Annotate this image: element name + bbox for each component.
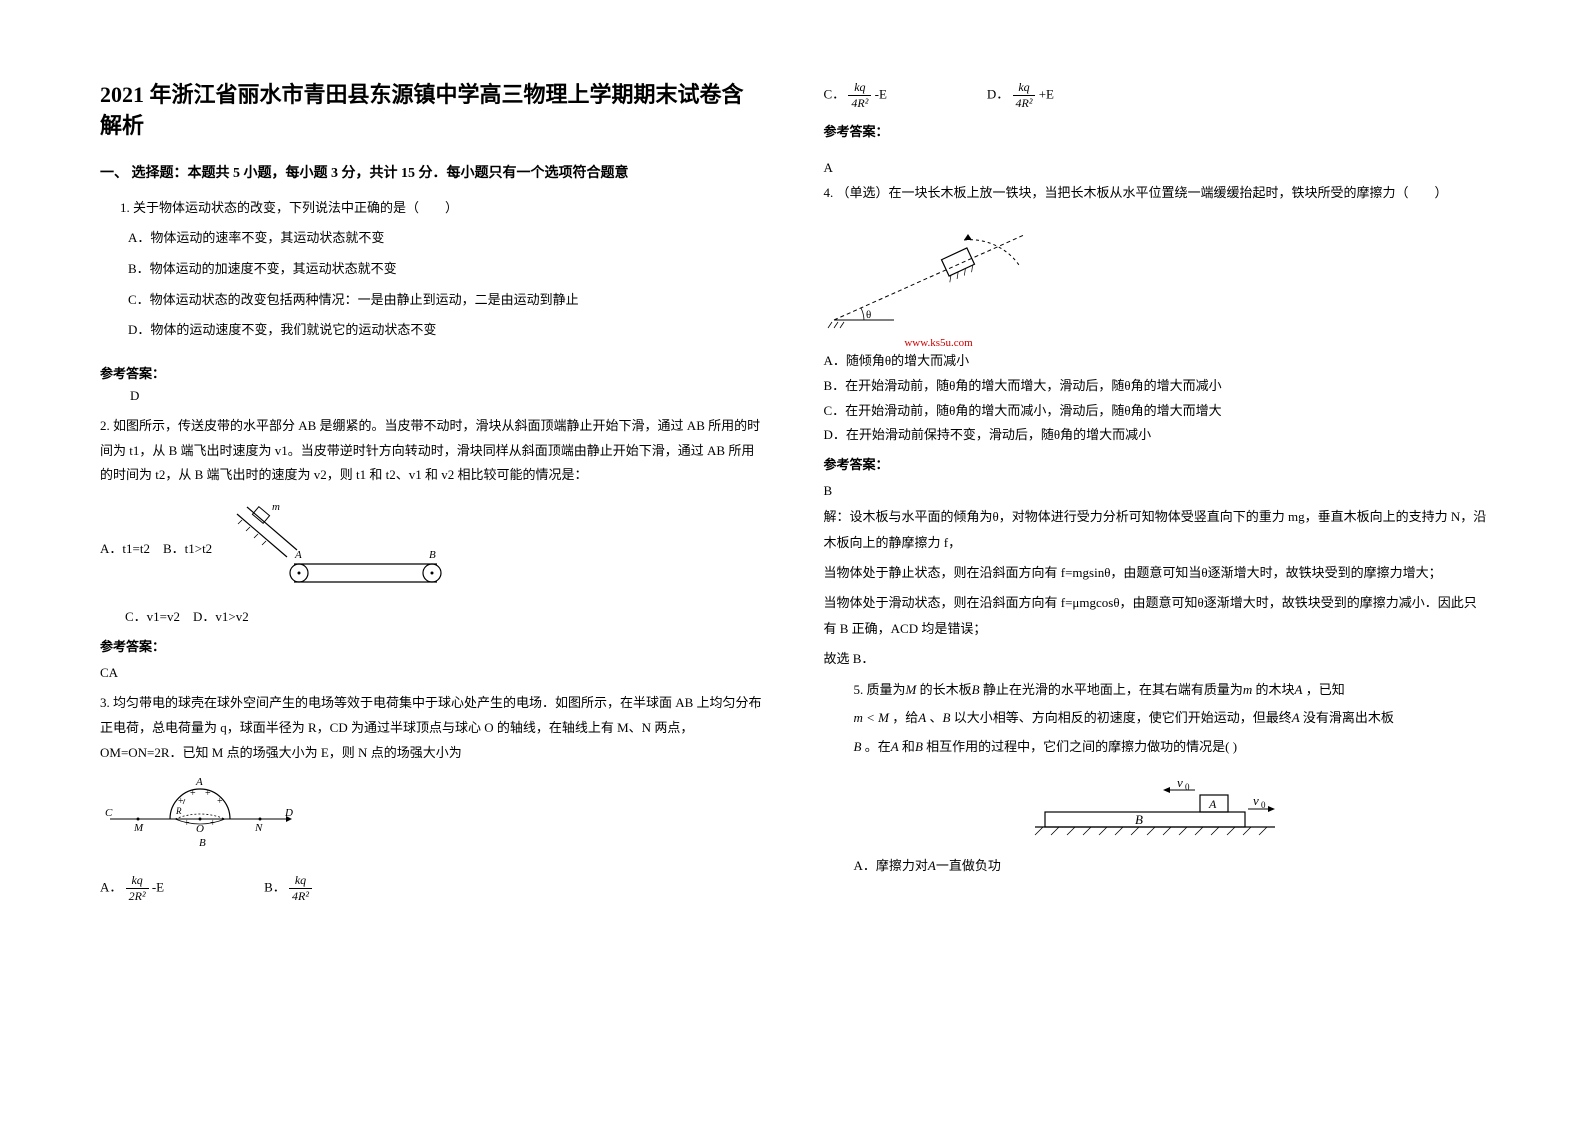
svg-text:B: B	[199, 837, 206, 849]
q2-options-ab: A．t1=t2 B．t1>t2	[100, 537, 212, 562]
question-1: 1. 关于物体运动状态的改变，下列说法中正确的是（ ） A．物体运动的速率不变，…	[120, 196, 764, 349]
svg-text:B: B	[1135, 812, 1143, 827]
q3-answer-label: 参考答案：	[824, 121, 1488, 140]
svg-text:M: M	[133, 822, 144, 834]
q4-option-c: C．在开始滑动前，随θ角的增大而减小，滑动后，随θ角的增大而增大	[824, 399, 1488, 424]
q4-solution-3: 当物体处于滑动状态，则在沿斜面方向有 f=μmgcosθ，由题意可知θ逐渐增大时…	[824, 590, 1488, 642]
fraction-icon: kq 4R²	[1013, 80, 1036, 111]
q1-option-b: B．物体运动的加速度不变，其运动状态就不变	[128, 257, 764, 282]
svg-text:O: O	[196, 823, 204, 835]
fraction-icon: kq 4R²	[848, 80, 871, 111]
svg-text:C: C	[105, 807, 113, 819]
svg-text:N: N	[254, 822, 263, 834]
svg-text:v: v	[1253, 793, 1259, 808]
q1-option-a: A．物体运动的速率不变，其运动状态就不变	[128, 226, 764, 251]
q3-options-cd: C． kq 4R² -E D． kq 4R² +E	[824, 80, 1488, 111]
q4-solution-2: 当物体处于静止状态，则在沿斜面方向有 f=mgsinθ，由题意可知当θ逐渐增大时…	[824, 560, 1488, 586]
q2-diagram-row: A．t1=t2 B．t1>t2 m A B	[100, 502, 764, 597]
q2-option-d: D．v1>v2	[193, 609, 249, 624]
q2-answer: CA	[100, 661, 764, 686]
q3-option-c: C． kq 4R² -E	[824, 80, 887, 111]
q4-stem: 4. （单选）在一块长木板上放一铁块，当把长木板从水平位置绕一端缓缓抬起时，铁块…	[824, 181, 1488, 206]
svg-text:+: +	[190, 788, 196, 799]
svg-text:+: +	[205, 788, 211, 799]
fraction-icon: kq 4R²	[289, 873, 312, 904]
q5-stem: 5. 质量为M 的长木板B 静止在光滑的水平地面上，在其右端有质量为m 的木块A…	[854, 676, 1488, 762]
svg-text:A: A	[1208, 797, 1217, 811]
section-heading: 一、 选择题：本题共 5 小题，每小题 3 分，共计 15 分．每小题只有一个选…	[100, 162, 764, 182]
q3-option-b: B． kq 4R²	[264, 873, 312, 904]
q3-answer: A	[824, 156, 1488, 181]
svg-text:m: m	[272, 502, 280, 513]
source-link: www.ks5u.com	[824, 337, 1054, 349]
inclined-plane-diagram: θ	[824, 205, 1054, 335]
svg-text:D: D	[284, 807, 293, 819]
exam-title: 2021 年浙江省丽水市青田县东源镇中学高三物理上学期期末试卷含解析	[100, 80, 764, 142]
q3-stem: 3. 均匀带电的球壳在球外空间产生的电场等效于电荷集中于球心处产生的电场．如图所…	[100, 691, 764, 765]
svg-text:B: B	[429, 549, 436, 561]
q4-answer: B	[824, 479, 1488, 504]
q4-solution-1: 解：设木板与水平面的倾角为θ，对物体进行受力分析可知物体受竖直向下的重力 mg，…	[824, 504, 1488, 556]
q4-solution-4: 故选 B．	[824, 646, 1488, 672]
q1-option-d: D．物体的运动速度不变，我们就说它的运动状态不变	[128, 318, 764, 343]
right-column: C． kq 4R² -E D． kq 4R² +E 参考答案： A 4. （单选…	[824, 80, 1488, 1082]
svg-text:θ: θ	[866, 309, 871, 321]
conveyor-diagram: m A B	[232, 502, 462, 597]
svg-text:R: R	[175, 806, 182, 816]
q2-option-a: A．t1=t2	[100, 541, 150, 556]
q1-answer: D	[130, 388, 764, 404]
q1-answer-label: 参考答案：	[100, 363, 764, 382]
q5-option-a: A．摩擦力对A一直做负功	[854, 852, 1488, 881]
block-on-board-diagram: B A v 0 v 0	[1025, 777, 1285, 837]
q2-stem: 2. 如图所示，传送皮带的水平部分 AB 是绷紧的。当皮带不动时，滑块从斜面顶端…	[100, 414, 764, 488]
q2-option-b: B．t1>t2	[163, 541, 212, 556]
svg-text:0: 0	[1261, 800, 1266, 810]
q2-answer-label: 参考答案：	[100, 636, 764, 655]
hemisphere-diagram: A C M O N D + + + + + + B R	[100, 774, 300, 869]
q1-stem: 1. 关于物体运动状态的改变，下列说法中正确的是（ ）	[120, 196, 764, 221]
svg-text:0: 0	[1185, 782, 1190, 792]
svg-text:A: A	[294, 549, 302, 561]
q4-option-a: A．随倾角θ的增大而减小	[824, 349, 1488, 374]
q4-option-d: D．在开始滑动前保持不变，滑动后，随θ角的增大而减小	[824, 423, 1488, 448]
q4-diagram-wrapper: θ www.ks5u.com	[824, 205, 1488, 349]
q2-option-c: C．v1=v2	[125, 609, 180, 624]
fraction-icon: kq 2R²	[126, 873, 149, 904]
svg-text:A: A	[195, 776, 203, 788]
q4-option-b: B．在开始滑动前，随θ角的增大而增大，滑动后，随θ角的增大而减小	[824, 374, 1488, 399]
q3-option-a: A． kq 2R² -E	[100, 873, 164, 904]
svg-text:v: v	[1177, 777, 1183, 790]
svg-text:+: +	[217, 796, 223, 807]
q2-options-cd: C．v1=v2 D．v1>v2	[125, 605, 764, 630]
svg-text:+: +	[210, 818, 216, 829]
q4-answer-label: 参考答案：	[824, 454, 1488, 473]
q5-diagram-wrapper: B A v 0 v 0	[824, 777, 1488, 837]
q1-option-c: C．物体运动状态的改变包括两种情况：一是由静止到运动，二是由运动到静止	[128, 288, 764, 313]
left-column: 2021 年浙江省丽水市青田县东源镇中学高三物理上学期期末试卷含解析 一、 选择…	[100, 80, 764, 1082]
svg-text:+: +	[184, 818, 190, 829]
q3-option-d: D． kq 4R² +E	[987, 80, 1054, 111]
q3-options-ab: A． kq 2R² -E B． kq 4R²	[100, 873, 764, 904]
